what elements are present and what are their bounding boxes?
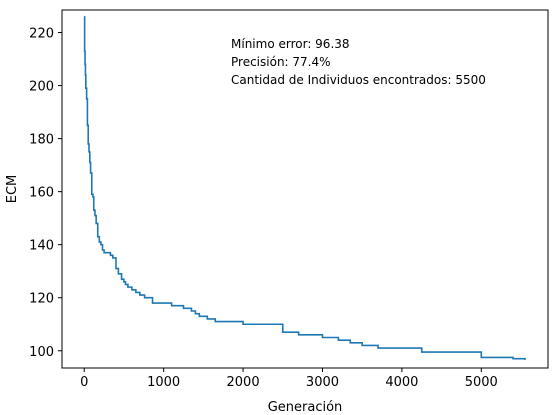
- series-line-ecm: [83, 15, 526, 361]
- x-tick-label-0: 0: [80, 375, 88, 390]
- x-axis-label: Generación: [268, 400, 343, 415]
- y-tick-label-1: 120: [29, 292, 54, 307]
- annotation-min-error: Mínimo error: 96.38: [231, 37, 350, 51]
- y-tick-label-3: 160: [29, 186, 54, 201]
- x-tick-label-5: 5000: [465, 375, 498, 390]
- annotation-individuals: Cantidad de Individuos encontrados: 5500: [231, 73, 486, 87]
- x-tick-label-3: 3000: [306, 375, 339, 390]
- annotation-box: Mínimo error: 96.38 Precisión: 77.4% Can…: [231, 37, 486, 87]
- y-axis-ticks: 100 120 140 160 180 200 220: [29, 27, 62, 360]
- y-tick-label-0: 100: [29, 345, 54, 360]
- y-tick-label-4: 180: [29, 133, 54, 148]
- x-axis-ticks: 0 1000 2000 3000 4000 5000: [80, 368, 498, 390]
- annotation-precision: Precisión: 77.4%: [231, 55, 331, 69]
- x-tick-label-1: 1000: [147, 375, 180, 390]
- y-tick-label-2: 140: [29, 239, 54, 254]
- x-tick-label-2: 2000: [227, 375, 260, 390]
- plot-frame: [61, 9, 549, 369]
- y-tick-label-6: 220: [29, 27, 54, 42]
- y-tick-label-5: 200: [29, 80, 54, 95]
- y-axis-label: ECM: [5, 175, 20, 204]
- x-tick-label-4: 4000: [385, 375, 418, 390]
